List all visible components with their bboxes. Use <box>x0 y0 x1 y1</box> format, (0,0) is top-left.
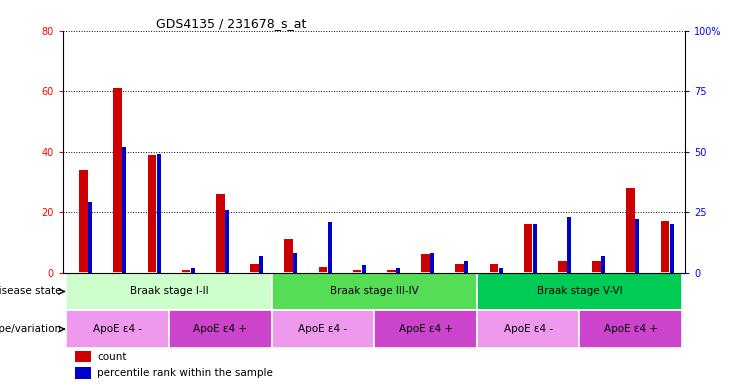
Bar <box>272 310 374 348</box>
Bar <box>533 224 536 273</box>
Bar <box>353 270 362 273</box>
Bar <box>67 273 272 310</box>
Bar <box>190 268 195 273</box>
Bar <box>362 265 366 273</box>
Text: ApoE ε4 +: ApoE ε4 + <box>604 324 658 334</box>
Bar <box>88 202 92 273</box>
Bar <box>169 310 272 348</box>
Text: Braak stage I-II: Braak stage I-II <box>130 286 208 296</box>
Bar <box>396 268 400 273</box>
Bar <box>490 263 498 273</box>
Bar <box>558 261 567 273</box>
Bar <box>670 224 674 273</box>
Text: Braak stage V-VI: Braak stage V-VI <box>536 286 622 296</box>
Bar <box>79 170 87 273</box>
Text: ApoE ε4 -: ApoE ε4 - <box>504 324 553 334</box>
Bar <box>259 256 263 273</box>
Bar <box>567 217 571 273</box>
Bar <box>216 194 225 273</box>
Bar <box>387 270 396 273</box>
Bar <box>456 263 464 273</box>
Text: GDS4135 / 231678_s_at: GDS4135 / 231678_s_at <box>156 17 307 30</box>
Bar <box>293 253 297 273</box>
Text: ApoE ε4 +: ApoE ε4 + <box>399 324 453 334</box>
Bar <box>67 310 169 348</box>
Text: disease state: disease state <box>0 286 62 296</box>
Bar <box>592 261 601 273</box>
Bar <box>579 310 682 348</box>
Bar <box>476 310 579 348</box>
Bar <box>626 188 635 273</box>
Bar <box>285 239 293 273</box>
Text: genotype/variation: genotype/variation <box>0 324 62 334</box>
Bar <box>225 210 229 273</box>
Bar <box>147 155 156 273</box>
Bar <box>156 154 161 273</box>
Text: count: count <box>97 352 127 362</box>
Bar <box>635 219 639 273</box>
Bar <box>661 221 669 273</box>
Bar <box>374 310 476 348</box>
Bar <box>250 263 259 273</box>
Bar <box>421 255 430 273</box>
Bar <box>476 273 682 310</box>
Bar <box>601 256 605 273</box>
Bar <box>122 147 127 273</box>
Text: Braak stage III-IV: Braak stage III-IV <box>330 286 419 296</box>
Bar <box>76 351 91 362</box>
Bar <box>328 222 332 273</box>
Bar <box>465 261 468 273</box>
Text: ApoE ε4 +: ApoE ε4 + <box>193 324 247 334</box>
Bar <box>430 253 434 273</box>
Bar <box>272 273 476 310</box>
Bar <box>113 88 122 273</box>
Bar <box>76 367 91 379</box>
Bar <box>319 266 328 273</box>
Bar <box>182 270 190 273</box>
Text: percentile rank within the sample: percentile rank within the sample <box>97 368 273 378</box>
Text: ApoE ε4 -: ApoE ε4 - <box>93 324 142 334</box>
Text: ApoE ε4 -: ApoE ε4 - <box>299 324 348 334</box>
Bar <box>524 224 532 273</box>
Bar <box>499 268 502 273</box>
